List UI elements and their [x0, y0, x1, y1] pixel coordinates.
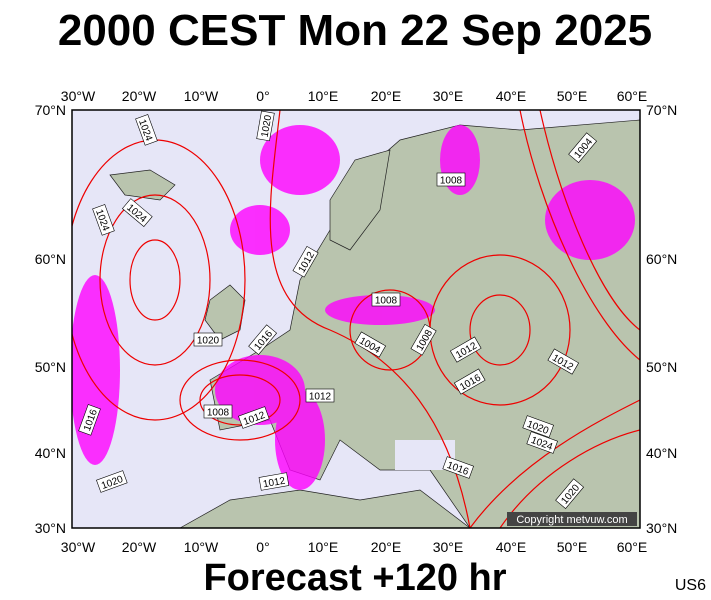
isobar-label-group: 1012	[547, 348, 580, 375]
latitude-label: 40°N	[35, 445, 66, 461]
isobar-label: 1020	[197, 336, 220, 347]
isobar-label-group: 1020	[256, 110, 275, 142]
isobar-label-group: 1012	[258, 472, 290, 491]
isobar-label-box	[248, 324, 278, 356]
title: 2000 CEST Mon 22 Sep 2025	[58, 6, 652, 55]
isobar-label-box	[568, 132, 598, 164]
longitude-label: 10°W	[184, 539, 219, 555]
longitude-label: 20°W	[122, 88, 157, 104]
longitude-label: 20°E	[371, 539, 402, 555]
isobar-label: 1012	[309, 392, 332, 403]
longitude-label: 30°E	[433, 88, 464, 104]
isobar-label: 1008	[207, 408, 230, 419]
isobar-label-box	[354, 331, 387, 358]
longitude-label: 60°E	[617, 88, 648, 104]
latitude-label: 60°N	[35, 251, 66, 267]
longitude-label: 40°E	[496, 88, 527, 104]
isobar-label: 1012	[262, 476, 286, 491]
isobar-label-group: 1020	[193, 332, 223, 347]
isobar-label: 1008	[440, 176, 463, 187]
latitude-label: 50°N	[35, 359, 66, 375]
isobar-label-box	[442, 456, 474, 479]
longitude-label: 0°	[256, 88, 269, 104]
isobar-label-group: 1008	[436, 172, 466, 187]
longitude-label: 0°	[256, 539, 269, 555]
forecast-label: Forecast +120 hr	[203, 557, 506, 599]
longitude-label: 30°E	[433, 539, 464, 555]
isobar-label-box	[292, 245, 319, 278]
isobar-label-box	[436, 172, 466, 187]
longitude-label: 10°E	[308, 539, 339, 555]
isobar-label-box	[526, 431, 558, 454]
frame	[71, 109, 641, 529]
precipitation	[72, 125, 635, 490]
isobar-label-group: 1012	[305, 388, 335, 403]
isobar-label-group: 1008	[371, 292, 401, 307]
isobar-label-box	[522, 415, 554, 438]
map-area	[72, 110, 640, 528]
latitude-label: 50°N	[646, 359, 677, 375]
isobar-label-box	[410, 323, 437, 356]
isobar-label-box	[256, 110, 275, 142]
isobar-label-box	[547, 348, 580, 375]
latitude-label: 70°N	[35, 102, 66, 118]
isobar-label-box	[96, 470, 128, 493]
isobar-label-box	[258, 472, 290, 491]
longitude-label: 20°W	[122, 539, 157, 555]
isobar-label-box	[305, 388, 335, 403]
isobar-label-box	[555, 478, 585, 510]
longitude-label: 30°W	[61, 88, 96, 104]
longitude-label: 40°E	[496, 539, 527, 555]
isobar-label-box	[238, 406, 270, 429]
longitude-label: 50°E	[557, 539, 588, 555]
isobar-label-box	[371, 292, 401, 307]
model-code: US6	[675, 577, 706, 594]
isobar-label: 1020	[260, 114, 275, 138]
latitude-label: 70°N	[646, 102, 677, 118]
credit-box	[507, 512, 637, 526]
credit: Copyright metvuw.com	[516, 514, 627, 526]
longitude-label: 10°E	[308, 88, 339, 104]
isobar-label: 1008	[375, 296, 398, 307]
isobar-label-box	[78, 404, 101, 436]
isobar-label-box	[449, 336, 482, 363]
isobar-label-box	[92, 204, 115, 236]
longitude-label: 10°W	[184, 88, 219, 104]
isobar-label-box	[135, 114, 158, 146]
latitude-label: 40°N	[646, 445, 677, 461]
latitude-label: 30°N	[35, 520, 66, 536]
isobar-label-box	[203, 404, 233, 419]
longitude-label: 20°E	[371, 88, 402, 104]
latitude-label: 60°N	[646, 251, 677, 267]
longitude-label: 60°E	[617, 539, 648, 555]
isobar-label-box	[453, 368, 486, 395]
isobar-label-box	[193, 332, 223, 347]
isobar-label-group: 1008	[203, 404, 233, 419]
latitude-label: 30°N	[646, 520, 677, 536]
longitude-label: 50°E	[557, 88, 588, 104]
longitude-label: 30°W	[61, 539, 96, 555]
isobar-label-box	[121, 198, 153, 228]
